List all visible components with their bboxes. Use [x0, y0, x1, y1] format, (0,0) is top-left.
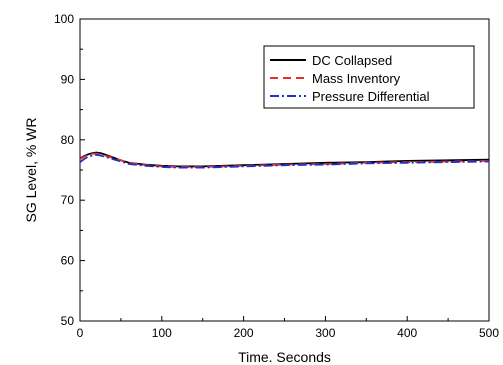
x-tick-label: 0: [77, 326, 84, 340]
x-tick-label: 100: [152, 326, 172, 340]
plot-area: 0 100 200 300 400 500 50 60 70 80 90 100: [54, 12, 499, 340]
y-tick-label: 60: [61, 254, 75, 268]
y-tick-label: 80: [61, 133, 75, 147]
y-tick-label: 50: [61, 314, 75, 328]
legend-label: Mass Inventory: [312, 71, 401, 86]
x-tick-label: 400: [397, 326, 417, 340]
y-tick-label: 70: [61, 193, 75, 207]
legend: DC Collapsed Mass Inventory Pressure Diffe…: [263, 45, 475, 109]
x-tick-label: 300: [315, 326, 335, 340]
series-line-pressure-differential: [79, 153, 490, 169]
y-axis-title: SG Level, % WR: [23, 117, 39, 222]
x-tick-label: 200: [234, 326, 254, 340]
x-tick-label: 500: [479, 326, 499, 340]
series-layer: [79, 151, 490, 169]
y-tick-label: 90: [61, 72, 75, 86]
y-tick-label: 100: [54, 12, 74, 26]
x-axis-title: Time. Seconds: [238, 349, 331, 365]
ticks-layer: 0 100 200 300 400 500 50 60 70 80 90 100: [54, 12, 499, 340]
legend-label: DC Collapsed: [312, 53, 392, 68]
legend-label: Pressure Differential: [312, 89, 430, 104]
